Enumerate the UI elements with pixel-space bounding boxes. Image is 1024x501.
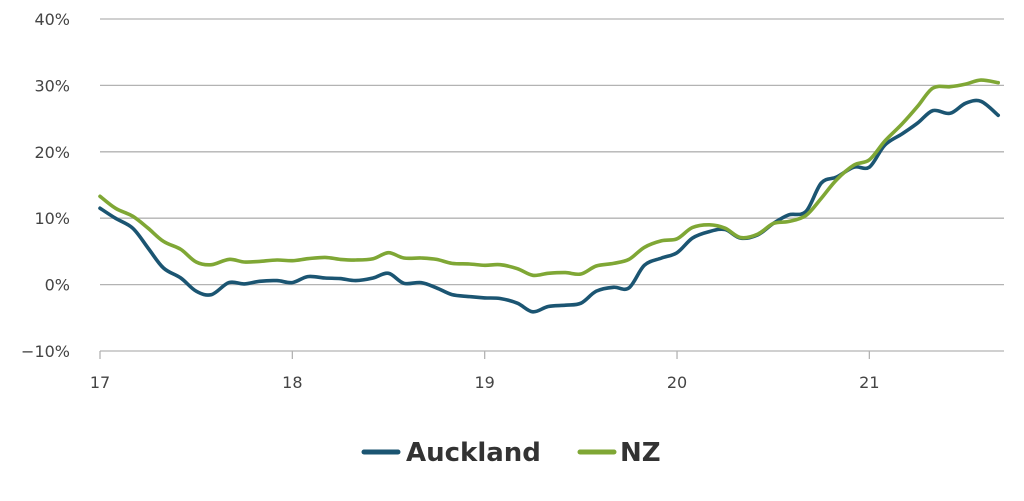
- x-tick-label: 18: [282, 373, 302, 392]
- legend-label-auckland: Auckland: [406, 438, 541, 468]
- x-tick-label: 20: [667, 373, 687, 392]
- y-tick-label: 20%: [34, 143, 70, 162]
- y-tick-label: 10%: [34, 209, 70, 228]
- legend-label-nz: NZ: [620, 438, 661, 468]
- series-line-auckland: [98, 98, 1000, 314]
- y-axis-ticks: 40% 30% 20% 10% 0% −10%: [21, 10, 70, 361]
- series-line-nz: [98, 78, 1000, 278]
- series-lines: [98, 78, 1000, 314]
- y-tick-label: 30%: [34, 76, 70, 95]
- y-tick-label: −10%: [21, 342, 70, 361]
- legend: Auckland NZ: [361, 438, 661, 468]
- y-tick-label: 40%: [34, 10, 70, 29]
- gridlines: [100, 18, 1004, 352]
- x-tick-label: 17: [90, 373, 110, 392]
- y-tick-label: 0%: [45, 276, 70, 295]
- x-tick-label: 19: [475, 373, 495, 392]
- x-axis-ticks: 17 18 19 20 21: [90, 351, 880, 392]
- x-tick-label: 21: [859, 373, 879, 392]
